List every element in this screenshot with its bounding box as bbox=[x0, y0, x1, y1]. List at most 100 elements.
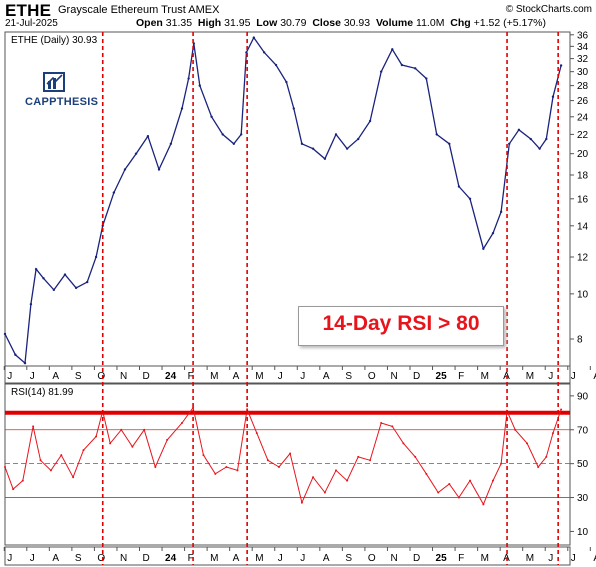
month-label: O bbox=[97, 553, 105, 564]
price-point bbox=[94, 255, 98, 259]
month-label: N bbox=[390, 553, 397, 564]
month-label: 24 bbox=[165, 371, 177, 382]
rsi-point bbox=[95, 435, 98, 438]
rsi-point bbox=[551, 432, 554, 435]
price-point bbox=[400, 63, 404, 67]
rsi-point bbox=[425, 472, 428, 475]
volume-label: Volume bbox=[375, 17, 414, 29]
price-point bbox=[101, 224, 104, 228]
month-label: J bbox=[571, 553, 576, 564]
month-label: J bbox=[278, 371, 283, 382]
price-point bbox=[508, 142, 511, 146]
rsi-point bbox=[391, 425, 394, 428]
price-point bbox=[499, 210, 503, 214]
month-label: M bbox=[481, 371, 489, 382]
month-label: J bbox=[571, 371, 576, 382]
price-tick-label: 30 bbox=[577, 67, 589, 78]
rsi-tick-label: 50 bbox=[577, 459, 589, 470]
price-point bbox=[292, 107, 295, 110]
brand-logo-icon bbox=[43, 72, 65, 92]
price-point bbox=[529, 137, 532, 141]
rsi-point bbox=[4, 466, 6, 469]
price-point bbox=[52, 288, 56, 292]
price-point bbox=[221, 133, 224, 136]
month-label: A bbox=[52, 553, 59, 564]
price-point bbox=[491, 231, 495, 235]
month-label: J bbox=[7, 553, 12, 564]
rsi-point bbox=[154, 466, 157, 469]
price-point bbox=[457, 185, 461, 188]
rsi-point bbox=[369, 459, 372, 462]
month-label: M bbox=[255, 553, 263, 564]
rsi-point bbox=[437, 491, 440, 494]
price-tick-label: 8 bbox=[577, 334, 583, 345]
month-label: J bbox=[30, 371, 35, 382]
month-label: J bbox=[30, 553, 35, 564]
month-label: M bbox=[481, 553, 489, 564]
month-label: 24 bbox=[165, 553, 177, 564]
price-point bbox=[468, 197, 472, 201]
month-axis-bottom: JJASOND24FMAMJJASOND25FMAMJJA bbox=[3, 547, 596, 564]
price-tick-label: 14 bbox=[577, 221, 589, 232]
security-name-text: Grayscale Ethereum Trust bbox=[58, 4, 186, 16]
chg-value: +1.52 (+5.17%) bbox=[473, 17, 547, 29]
price-point bbox=[112, 191, 116, 194]
rsi-point bbox=[49, 469, 52, 472]
rsi-y-axis: 10 30 50 70 90 bbox=[570, 391, 589, 538]
price-point bbox=[245, 51, 248, 54]
rsi-point bbox=[300, 501, 303, 504]
rsi-point bbox=[482, 503, 485, 506]
month-label: F bbox=[188, 371, 194, 382]
rsi-point bbox=[60, 454, 63, 457]
price-point bbox=[34, 267, 38, 271]
quote-values: Open 31.35 High 31.95 Low 30.79 Close 30… bbox=[136, 17, 546, 29]
price-point bbox=[538, 147, 541, 150]
price-point bbox=[379, 70, 383, 73]
month-label: J bbox=[548, 553, 553, 564]
rsi-point bbox=[357, 455, 360, 458]
month-label: M bbox=[210, 371, 218, 382]
month-label: J bbox=[7, 371, 12, 382]
security-name: Grayscale Ethereum Trust AMEX bbox=[58, 4, 219, 16]
exchange-label: AMEX bbox=[188, 4, 220, 16]
rsi-point bbox=[277, 466, 280, 469]
rsi-point bbox=[448, 482, 451, 485]
month-axis-frame bbox=[4, 546, 571, 566]
price-series-line bbox=[4, 36, 562, 365]
high-value: 31.95 bbox=[224, 17, 251, 29]
rsi-point bbox=[255, 432, 258, 435]
month-label: J bbox=[278, 553, 283, 564]
rsi-point bbox=[166, 438, 169, 441]
month-label: N bbox=[120, 371, 127, 382]
price-point bbox=[123, 168, 127, 171]
price-point bbox=[545, 137, 548, 141]
month-label: D bbox=[142, 553, 149, 564]
price-tick-label: 20 bbox=[577, 149, 589, 160]
rsi-point bbox=[192, 406, 195, 409]
month-label: N bbox=[120, 553, 127, 564]
price-point bbox=[300, 142, 304, 146]
rsi-point bbox=[537, 466, 540, 469]
low-label: Low bbox=[256, 17, 278, 29]
brand-name: CAPPTHESIS bbox=[25, 96, 99, 108]
month-label: M bbox=[210, 553, 218, 564]
source-link[interactable]: © StockCharts.com bbox=[505, 4, 592, 15]
month-label: J bbox=[300, 371, 305, 382]
price-point bbox=[85, 280, 89, 284]
price-point bbox=[23, 361, 27, 365]
price-point bbox=[210, 115, 213, 118]
chart-header: ETHE Grayscale Ethereum Trust AMEX 21-Ju… bbox=[0, 0, 596, 30]
rsi-tick-label: 30 bbox=[577, 493, 589, 504]
price-point bbox=[146, 135, 150, 138]
rsi-point bbox=[180, 421, 183, 424]
rsi-tick-label: 90 bbox=[577, 391, 589, 402]
rsi-point bbox=[312, 476, 315, 479]
price-point bbox=[391, 48, 394, 51]
price-point bbox=[311, 147, 315, 150]
quote-date: 21-Jul-2025 bbox=[5, 18, 58, 29]
price-point bbox=[517, 128, 521, 132]
price-points bbox=[3, 36, 563, 365]
rsi-point bbox=[414, 455, 417, 458]
month-label: A bbox=[323, 553, 330, 564]
month-label: M bbox=[526, 371, 534, 382]
